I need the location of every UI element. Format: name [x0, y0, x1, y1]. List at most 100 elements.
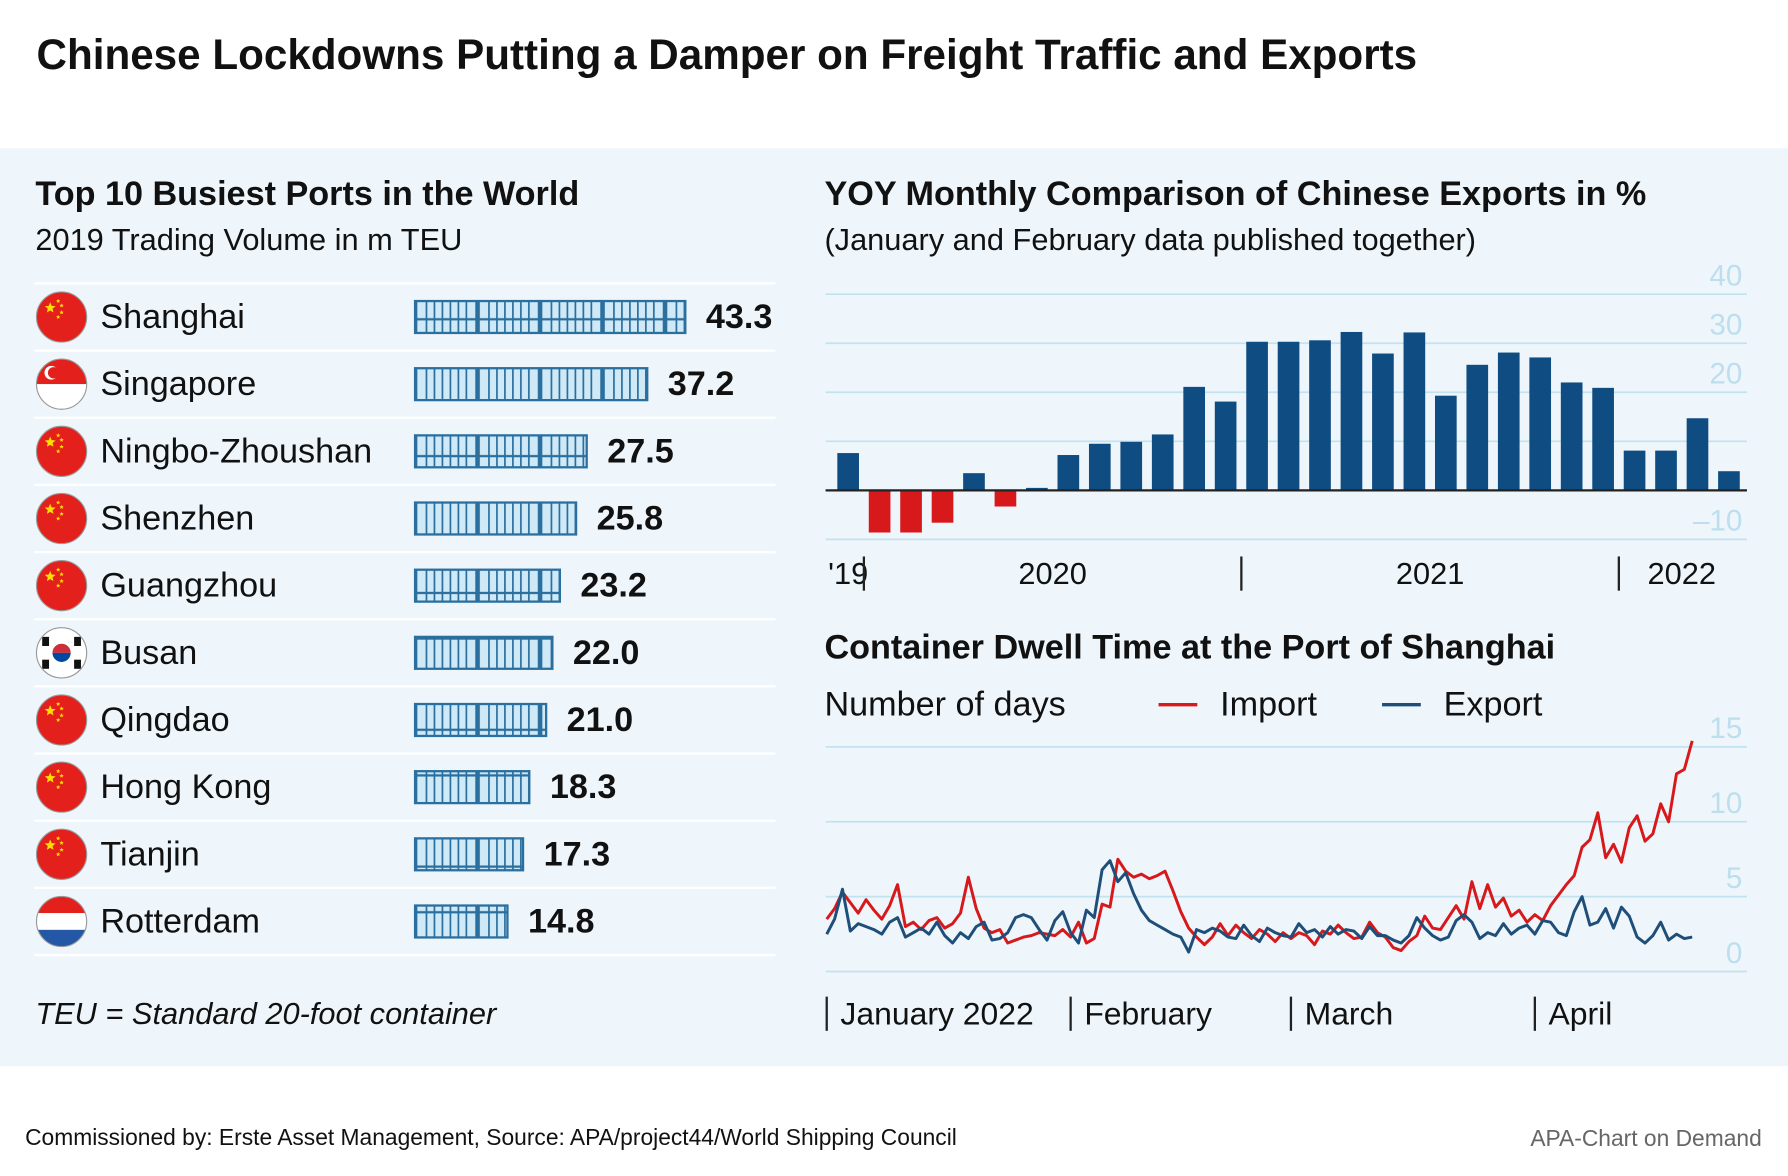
flag-star: [55, 583, 61, 588]
bar: [868, 490, 891, 533]
value-label: 23.2: [580, 567, 647, 605]
bar: [413, 837, 525, 872]
flag-star: [59, 706, 64, 711]
bar: [413, 299, 687, 335]
port-name: Qingdao: [100, 701, 229, 739]
flag: [35, 492, 88, 545]
flag-star: [55, 768, 61, 774]
value-label: 27.5: [607, 432, 674, 470]
value-label: 25.8: [597, 499, 664, 537]
y-axis-label: Number of days: [824, 686, 1065, 724]
flag-star: [59, 444, 64, 449]
flag-body: [36, 896, 87, 947]
bar: [1057, 455, 1080, 491]
flag-star: [59, 773, 64, 778]
port-name: Rotterdam: [100, 902, 260, 940]
value-label: 22.0: [573, 634, 640, 672]
flag: [35, 627, 88, 679]
x-tick-label: 2022: [1648, 556, 1716, 591]
flag-star: [44, 302, 56, 313]
x-tick-label: March: [1305, 996, 1394, 1032]
flag-star: [55, 433, 61, 438]
section-title: YOY Monthly Comparison of Chinese Export…: [824, 175, 1646, 213]
flag-star: [59, 571, 64, 577]
bar: [1340, 331, 1363, 491]
flag-outline: [35, 358, 88, 410]
bar: [1277, 341, 1300, 491]
port-name: Guangzhou: [100, 567, 277, 605]
flag-star: [44, 503, 56, 514]
flag-field: [36, 829, 87, 880]
y-tick-label: 30: [1709, 308, 1742, 341]
section-title: Container Dwell Time at the Port of Shan…: [824, 629, 1555, 667]
bar: [1655, 450, 1677, 491]
flag-trigram: [74, 659, 81, 669]
flag-trigram: [42, 659, 50, 669]
flag-body: [36, 762, 87, 813]
section-subtitle: 2019 Trading Volume in m TEU: [35, 222, 462, 257]
flag: [35, 828, 88, 880]
flag-star: [44, 705, 56, 716]
note: TEU = Standard 20-foot container: [35, 996, 498, 1031]
flag-outline: [35, 425, 88, 477]
flag-body: [36, 560, 87, 611]
bar: [1372, 353, 1394, 491]
x-tick-label: April: [1549, 996, 1613, 1032]
flag-star: [44, 570, 56, 582]
bar: [1434, 395, 1457, 491]
flag-outline: [35, 492, 88, 545]
flag-outline: [35, 291, 88, 343]
flag-stripe: [36, 896, 87, 914]
bar: [413, 635, 554, 670]
bar: [1120, 441, 1143, 491]
flag: [35, 694, 88, 746]
flag-body: [36, 694, 87, 746]
bar: [413, 904, 509, 939]
flag-field: [36, 493, 87, 544]
y-tick-label: 10: [1709, 787, 1742, 820]
section-title: Top 10 Busiest Ports in the World: [35, 175, 579, 213]
bar: [1246, 341, 1268, 491]
flag-star: [59, 504, 64, 509]
flag-star: [55, 449, 61, 454]
flag-star: [59, 511, 64, 516]
value-label: 18.3: [550, 768, 617, 806]
flag-field: [36, 762, 87, 813]
x-tick-label: February: [1084, 996, 1212, 1032]
flag-trigram: [42, 636, 50, 646]
bar: [931, 490, 954, 523]
flag-moon: [47, 367, 60, 379]
flag-star: [59, 310, 64, 315]
port-name: Shanghai: [100, 298, 244, 336]
flag-star: [44, 839, 56, 850]
value-label: 17.3: [544, 835, 611, 873]
bar: [1560, 382, 1583, 491]
flag-star: [44, 436, 56, 447]
flag-star: [59, 847, 64, 852]
bar: [994, 490, 1017, 507]
bar: [1151, 434, 1174, 491]
flag-star: [55, 784, 61, 789]
x-tick-label: '19: [828, 556, 868, 591]
y-tick-label: 15: [1709, 712, 1742, 745]
flag-star: [59, 780, 64, 785]
bar: [1309, 340, 1331, 491]
flag-outline: [35, 761, 88, 813]
bar: [1592, 387, 1614, 491]
bar: [1529, 357, 1552, 491]
flag-star: [59, 578, 64, 583]
flag-outline: [35, 627, 88, 679]
flag-body: [36, 829, 87, 880]
flag-outline: [35, 895, 88, 948]
bar: [1718, 471, 1740, 491]
flag: [35, 358, 88, 410]
x-tick-label: 2021: [1396, 556, 1464, 591]
flag-field: [36, 560, 87, 611]
bar: [1088, 443, 1111, 491]
bar: [1686, 418, 1709, 491]
flag-taeguk: [52, 652, 71, 662]
flag-stripe: [36, 913, 87, 930]
flag-star: [44, 772, 56, 783]
port-name: Shenzhen: [100, 499, 254, 537]
